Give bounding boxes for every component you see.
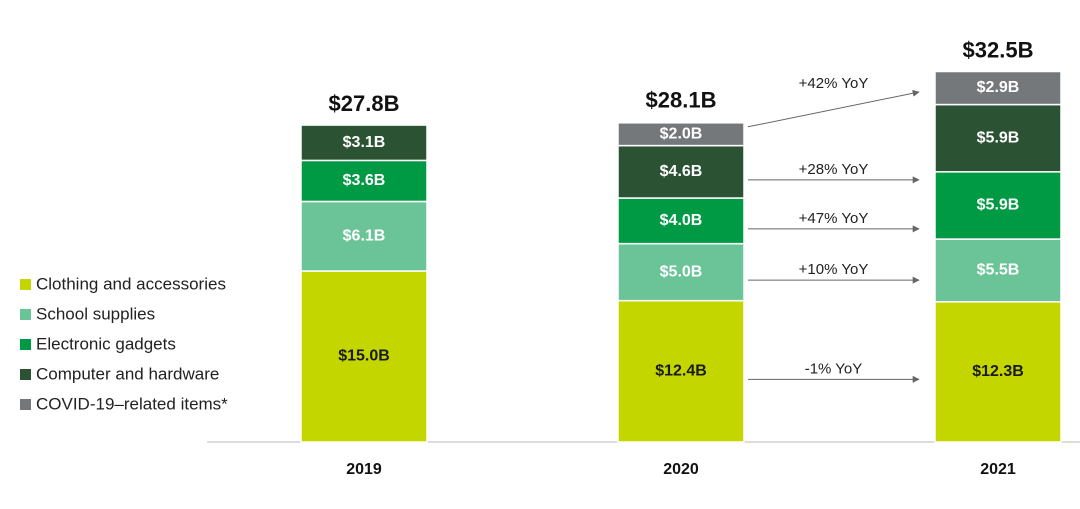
yoy-arrow: [747, 89, 920, 128]
data-label: $4.6B: [660, 163, 703, 180]
total-label: $28.1B: [646, 87, 717, 112]
yoy-label: +47% YoY: [799, 210, 869, 227]
bar-segment: [300, 200, 428, 272]
yoy-label: +28% YoY: [799, 161, 869, 178]
data-label: $5.0B: [660, 263, 703, 280]
x-tick-label: 2019: [346, 461, 382, 478]
x-tick-label: 2020: [663, 461, 699, 478]
bar-segment: [934, 301, 1062, 443]
data-label: $3.6B: [343, 172, 386, 189]
bar-segment: [617, 122, 745, 147]
legend-swatch: [20, 279, 31, 290]
data-label: $12.4B: [655, 363, 707, 380]
yoy-label: +10% YoY: [799, 261, 869, 278]
data-label: $2.0B: [660, 125, 703, 142]
legend-swatch: [20, 339, 31, 350]
bar-segment: [300, 270, 428, 443]
data-label: $4.0B: [660, 212, 703, 229]
bar-segment: [934, 103, 1062, 173]
data-label: $6.1B: [343, 227, 386, 244]
data-label: $15.0B: [338, 348, 390, 365]
legend-label: COVID-19–related items*: [36, 394, 228, 413]
legend-label: Computer and hardware: [36, 364, 219, 383]
bar-segment: [934, 70, 1062, 106]
data-label: $2.9B: [977, 79, 1020, 96]
data-label: $5.9B: [977, 129, 1020, 146]
yoy-label: -1% YoY: [805, 360, 863, 377]
data-label: $12.3B: [972, 363, 1024, 380]
legend-swatch: [20, 399, 31, 410]
bar-segment: [617, 197, 745, 245]
legend-swatch: [20, 309, 31, 320]
yoy-label: +42% YoY: [799, 75, 869, 92]
legend-label: Clothing and accessories: [36, 274, 226, 293]
legend-label: School supplies: [36, 304, 155, 323]
legend-swatch: [20, 369, 31, 380]
total-label: $27.8B: [329, 91, 400, 116]
bar-segment: [617, 299, 745, 443]
total-label: $32.5B: [963, 37, 1034, 62]
bar-segment: [617, 242, 745, 302]
bar-segment: [300, 124, 428, 162]
data-label: $5.9B: [977, 197, 1020, 214]
x-tick-label: 2021: [980, 461, 1016, 478]
legend-label: Electronic gadgets: [36, 334, 176, 353]
bar-segment: [617, 144, 745, 199]
data-label: $5.5B: [977, 262, 1020, 279]
bar-segment: [934, 171, 1062, 240]
data-label: $3.1B: [343, 134, 386, 151]
